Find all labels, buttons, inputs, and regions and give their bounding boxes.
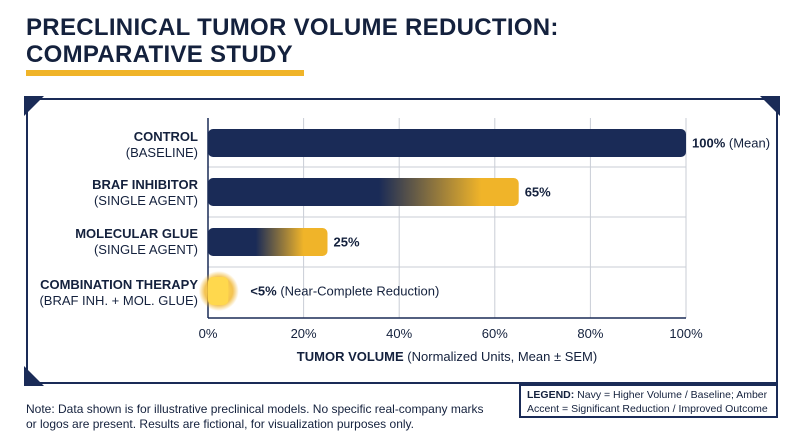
x-tick-label: 100% <box>669 326 703 341</box>
x-axis-title-main: TUMOR VOLUME <box>296 349 404 364</box>
value-label-control: 100% (Mean) <box>692 136 770 151</box>
x-tick-label: 80% <box>577 326 604 341</box>
category-label-combination-therapy: COMBINATION THERAPY (BRAF INH. + MOL. GL… <box>39 277 198 309</box>
category-label-molecular-glue: MOLECULAR GLUE (SINGLE AGENT) <box>75 226 198 258</box>
bar-braf-inhibitor <box>208 178 519 206</box>
bar-molecular-glue <box>208 228 328 256</box>
x-tick-label: 60% <box>481 326 508 341</box>
category-sub: (SINGLE AGENT) <box>93 242 198 257</box>
legend-box: LEGEND: Navy = Higher Volume / Baseline;… <box>519 384 778 418</box>
value-note: (Mean) <box>725 135 771 151</box>
frame-corner-top-left <box>24 96 44 116</box>
value-number: 25% <box>333 234 360 250</box>
title-underline <box>26 70 304 76</box>
category-main: COMBINATION THERAPY <box>40 277 198 292</box>
category-sub: (BASELINE) <box>125 145 198 160</box>
value-note: (Near-Complete Reduction) <box>276 283 440 299</box>
x-tick-label: 20% <box>290 326 317 341</box>
value-label-molecular-glue: 25% <box>334 235 360 250</box>
chart-frame <box>26 98 778 384</box>
frame-corner-top-right <box>760 96 780 116</box>
category-sub: (BRAF INH. + MOL. GLUE) <box>39 293 198 308</box>
footnote: Note: Data shown is for illustrative pre… <box>26 402 484 431</box>
value-number: 100% <box>692 135 726 151</box>
category-main: CONTROL <box>133 129 198 144</box>
frame-corner-bottom-left <box>24 366 44 386</box>
x-axis-title-sub: (Normalized Units, Mean ± SEM) <box>403 349 598 364</box>
value-number: <5% <box>250 283 277 299</box>
value-label-combination-therapy: <5% (Near-Complete Reduction) <box>250 284 439 299</box>
category-main: MOLECULAR GLUE <box>75 226 198 241</box>
x-tick-label: 40% <box>386 326 413 341</box>
legend-label: LEGEND: <box>527 389 575 401</box>
category-sub: (SINGLE AGENT) <box>93 193 198 208</box>
legend-text: Navy = Higher Volume / Baseline; Amber A… <box>527 389 768 415</box>
bar-combination-therapy <box>208 277 229 305</box>
category-main: BRAF INHIBITOR <box>92 177 198 192</box>
category-label-control: CONTROL (BASELINE) <box>126 129 198 161</box>
chart-title-line-2: COMPARATIVE STUDY <box>26 41 293 68</box>
chart-title-line-1: PRECLINICAL TUMOR VOLUME REDUCTION: <box>26 14 559 41</box>
x-axis-title: TUMOR VOLUME (Normalized Units, Mean ± S… <box>297 349 597 364</box>
x-tick-label: 0% <box>198 326 218 341</box>
bar-control <box>208 129 686 157</box>
category-label-braf-inhibitor: BRAF INHIBITOR (SINGLE AGENT) <box>92 177 198 209</box>
value-label-braf-inhibitor: 65% <box>525 185 551 200</box>
value-number: 65% <box>524 184 551 200</box>
